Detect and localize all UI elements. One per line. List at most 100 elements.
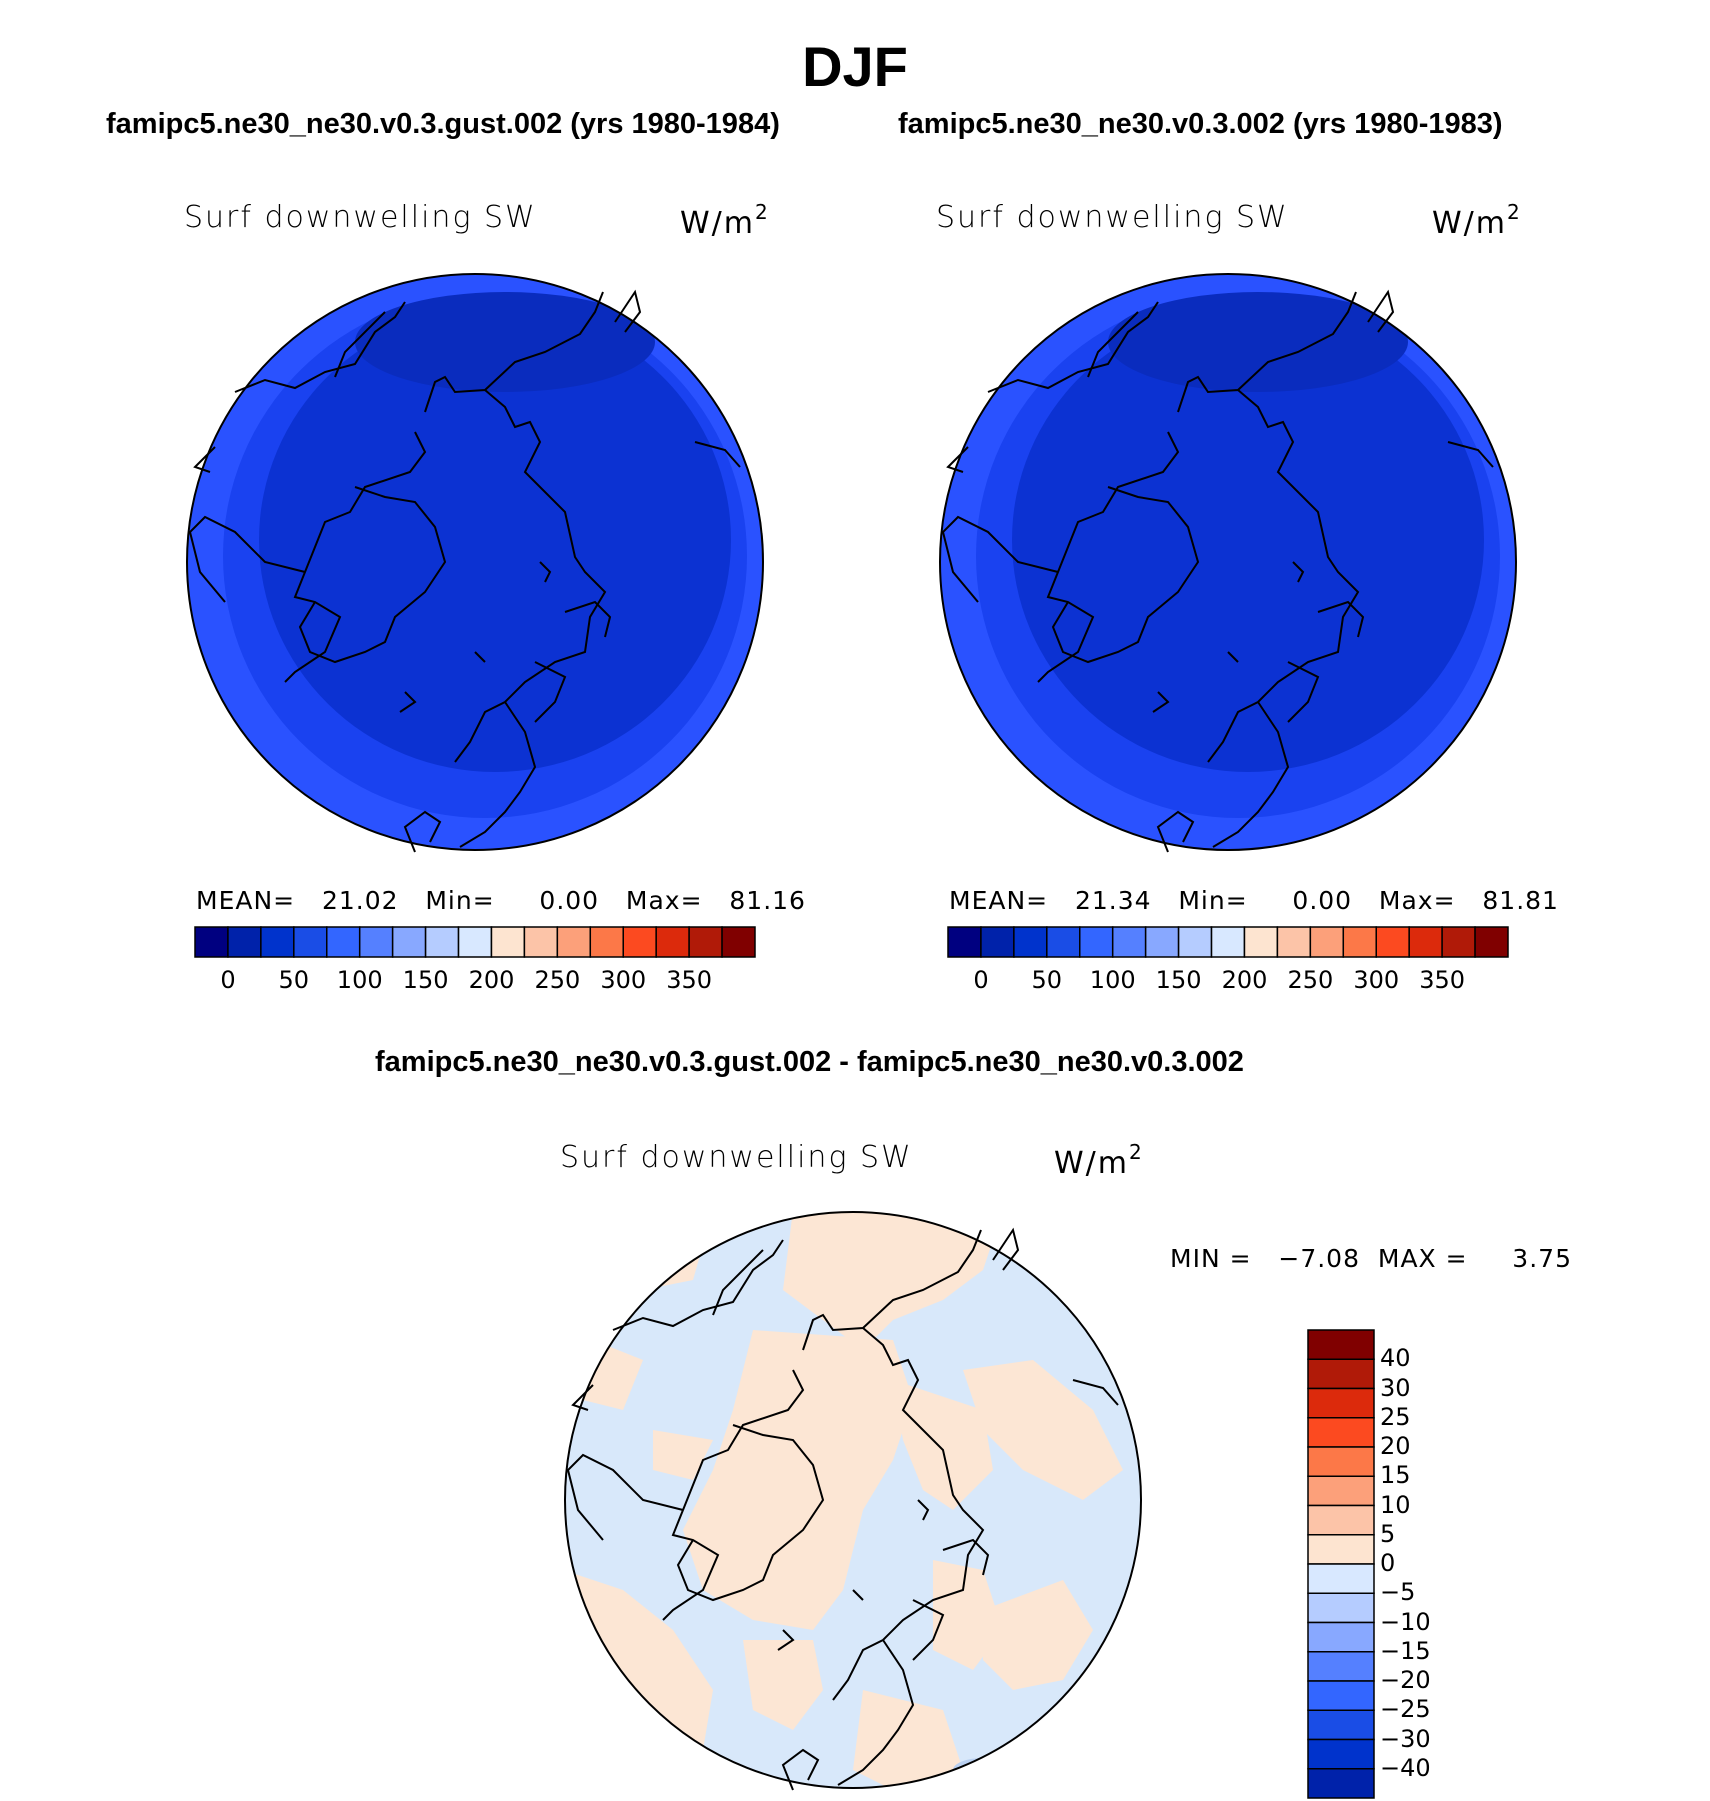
panel-1-colorbar-box xyxy=(194,926,229,958)
diff-colorbar-box xyxy=(1307,1504,1375,1536)
diff-colorbar-box xyxy=(1307,1446,1375,1477)
diff-colorbar-box xyxy=(1307,1680,1375,1711)
panel-2-colorbar-box xyxy=(1079,926,1114,958)
panel-1-dark-patch xyxy=(355,292,655,392)
diff-colorbar-box xyxy=(1307,1329,1375,1360)
panel-1-colorbar-tick-label: 50 xyxy=(278,966,310,994)
diff-title: famipc5.ne30_ne30.v0.3.gust.002 - famipc… xyxy=(375,1046,1244,1078)
panel-1-colorbar-box xyxy=(622,926,657,958)
diff-colorbar-tick-label: −30 xyxy=(1380,1724,1431,1753)
diff-stats: MIN = −7.08 MAX = 3.75 xyxy=(1170,1244,1572,1273)
panel-2-colorbar-box xyxy=(1243,926,1279,958)
panel-2-variable-label: Surf downwelling SW xyxy=(936,200,1289,235)
diff-colorbar-box xyxy=(1307,1768,1375,1799)
panel-2-colorbar-ticks: 0 50 100 150 200 250 300 350 xyxy=(948,966,1508,996)
panel-1-units-label: W/m2 xyxy=(680,200,770,241)
panel-1-colorbar-box xyxy=(721,926,756,958)
panel-1-colorbar-box xyxy=(589,926,624,958)
panel-1-colorbar-box xyxy=(688,926,723,958)
panel-2-colorbar xyxy=(947,926,1509,958)
diff-colorbar xyxy=(1307,1329,1375,1799)
diff-variable-label: Surf downwelling SW xyxy=(560,1140,913,1175)
panel-2-map-border xyxy=(939,273,1517,851)
panel-2-colorbar-box xyxy=(1441,926,1476,958)
diff-colorbar-tick-label: −20 xyxy=(1380,1666,1431,1694)
diff-colorbar-box xyxy=(1307,1621,1375,1653)
panel-2-colorbar-box xyxy=(1309,926,1345,958)
panel-2-colorbar-tick-label: 350 xyxy=(1419,966,1466,994)
diff-colorbar-tick-label: −40 xyxy=(1380,1753,1431,1782)
panel-1-colorbar-box xyxy=(655,926,690,958)
diff-colorbar-tick-label: 20 xyxy=(1380,1432,1411,1460)
diff-colorbar-box xyxy=(1307,1358,1375,1390)
diff-colorbar-box xyxy=(1307,1417,1375,1448)
panel-1-colorbar-box xyxy=(260,926,295,958)
diff-polar-map xyxy=(564,1211,1142,1791)
panel-1-colorbar-tick-label: 0 xyxy=(220,966,236,994)
panel-1-colorbar-box xyxy=(293,926,328,958)
panel-2-stats: MEAN= 21.34 Min= 0.00 Max= 81.81 xyxy=(949,886,1559,915)
panel-2-colorbar-tick-label: 250 xyxy=(1287,966,1334,994)
diff-colorbar-box xyxy=(1307,1534,1375,1565)
panel-2-colorbar-box xyxy=(1408,926,1443,958)
diff-colorbar-box xyxy=(1307,1592,1375,1624)
panel-2-colorbar-box xyxy=(1144,926,1180,958)
panel-1-colorbar-tick-label: 250 xyxy=(534,966,581,994)
panel-1-case-title: famipc5.ne30_ne30.v0.3.gust.002 (yrs 198… xyxy=(106,108,780,140)
panel-1-colorbar-ticks: 0 50 100 150 200 250 300 350 xyxy=(195,966,755,996)
panel-1-colorbar-box xyxy=(358,926,394,958)
diff-colorbar-ticks: 40 30 25 20 15 10 5 0 −5 −10 −15 −20 −25 −30 −40 xyxy=(1380,1330,1460,1798)
diff-colorbar-box xyxy=(1307,1738,1375,1770)
panel-1-polar-cap-region xyxy=(259,308,731,772)
diff-colorbar-tick-label: 30 xyxy=(1380,1373,1411,1402)
panel-2-colorbar-tick-label: 300 xyxy=(1353,966,1400,994)
diff-units-label: W/m2 xyxy=(1054,1140,1144,1181)
panel-2-colorbar-box xyxy=(1276,926,1312,958)
panel-2-colorbar-tick-label: 50 xyxy=(1031,966,1063,994)
panel-2-colorbar-tick-label: 150 xyxy=(1155,966,1202,994)
diff-colorbar-tick-label: 0 xyxy=(1380,1549,1396,1577)
panel-2-colorbar-box xyxy=(947,926,982,958)
figure-title: DJF xyxy=(802,35,908,98)
panel-2-colorbar-box xyxy=(980,926,1015,958)
diff-colorbar-tick-label: −25 xyxy=(1380,1695,1431,1724)
panel-1-colorbar-box xyxy=(490,926,526,958)
panel-1-colorbar-box xyxy=(556,926,592,958)
diff-map-border xyxy=(564,1211,1142,1789)
panel-1-colorbar-box xyxy=(457,926,493,958)
panel-2-coastlines xyxy=(941,289,1494,853)
diff-colorbar-box xyxy=(1307,1709,1375,1741)
diff-coastlines xyxy=(566,1227,1119,1791)
panel-2-polar-cap-region xyxy=(1012,308,1484,772)
panel-2-colorbar-box xyxy=(1474,926,1509,958)
panel-2-colorbar-box xyxy=(1013,926,1048,958)
panel-2-colorbar-box xyxy=(1375,926,1410,958)
panel-1-colorbar-box xyxy=(391,926,427,958)
diff-colorbar-tick-label: −10 xyxy=(1380,1607,1431,1636)
panel-2-colorbar-box xyxy=(1342,926,1377,958)
panel-2-case-title: famipc5.ne30_ne30.v0.3.002 (yrs 1980-198… xyxy=(898,108,1503,140)
panel-1-colorbar-tick-label: 200 xyxy=(468,966,515,994)
panel-1-colorbar-box xyxy=(424,926,460,958)
panel-2-polar-map xyxy=(939,273,1517,853)
diff-colorbar-tick-label: 15 xyxy=(1380,1461,1411,1490)
diff-colorbar-box xyxy=(1307,1651,1375,1682)
panel-2-colorbar-tick-label: 200 xyxy=(1221,966,1268,994)
panel-2-units-label: W/m2 xyxy=(1432,200,1522,241)
panel-1-colorbar-box xyxy=(227,926,262,958)
panel-1-colorbar-tick-label: 150 xyxy=(402,966,449,994)
panel-1-colorbar-tick-label: 100 xyxy=(336,966,383,994)
diff-colorbar-tick-label: 10 xyxy=(1380,1490,1411,1519)
diff-colorbar-tick-label: 25 xyxy=(1380,1402,1411,1431)
panel-1-coastlines xyxy=(188,289,741,853)
panel-2-colorbar-tick-label: 0 xyxy=(973,966,989,994)
diff-colorbar-box xyxy=(1307,1563,1375,1594)
panel-1-colorbar xyxy=(194,926,756,958)
diff-colorbar-box xyxy=(1307,1387,1375,1419)
panel-2-colorbar-box xyxy=(1111,926,1147,958)
panel-1-variable-label: Surf downwelling SW xyxy=(184,200,537,235)
diff-negative-patch xyxy=(953,1758,1013,1782)
panel-2-colorbar-box xyxy=(1177,926,1213,958)
diff-colorbar-tick-label: −15 xyxy=(1380,1636,1431,1665)
panel-1-map-border xyxy=(186,273,764,851)
